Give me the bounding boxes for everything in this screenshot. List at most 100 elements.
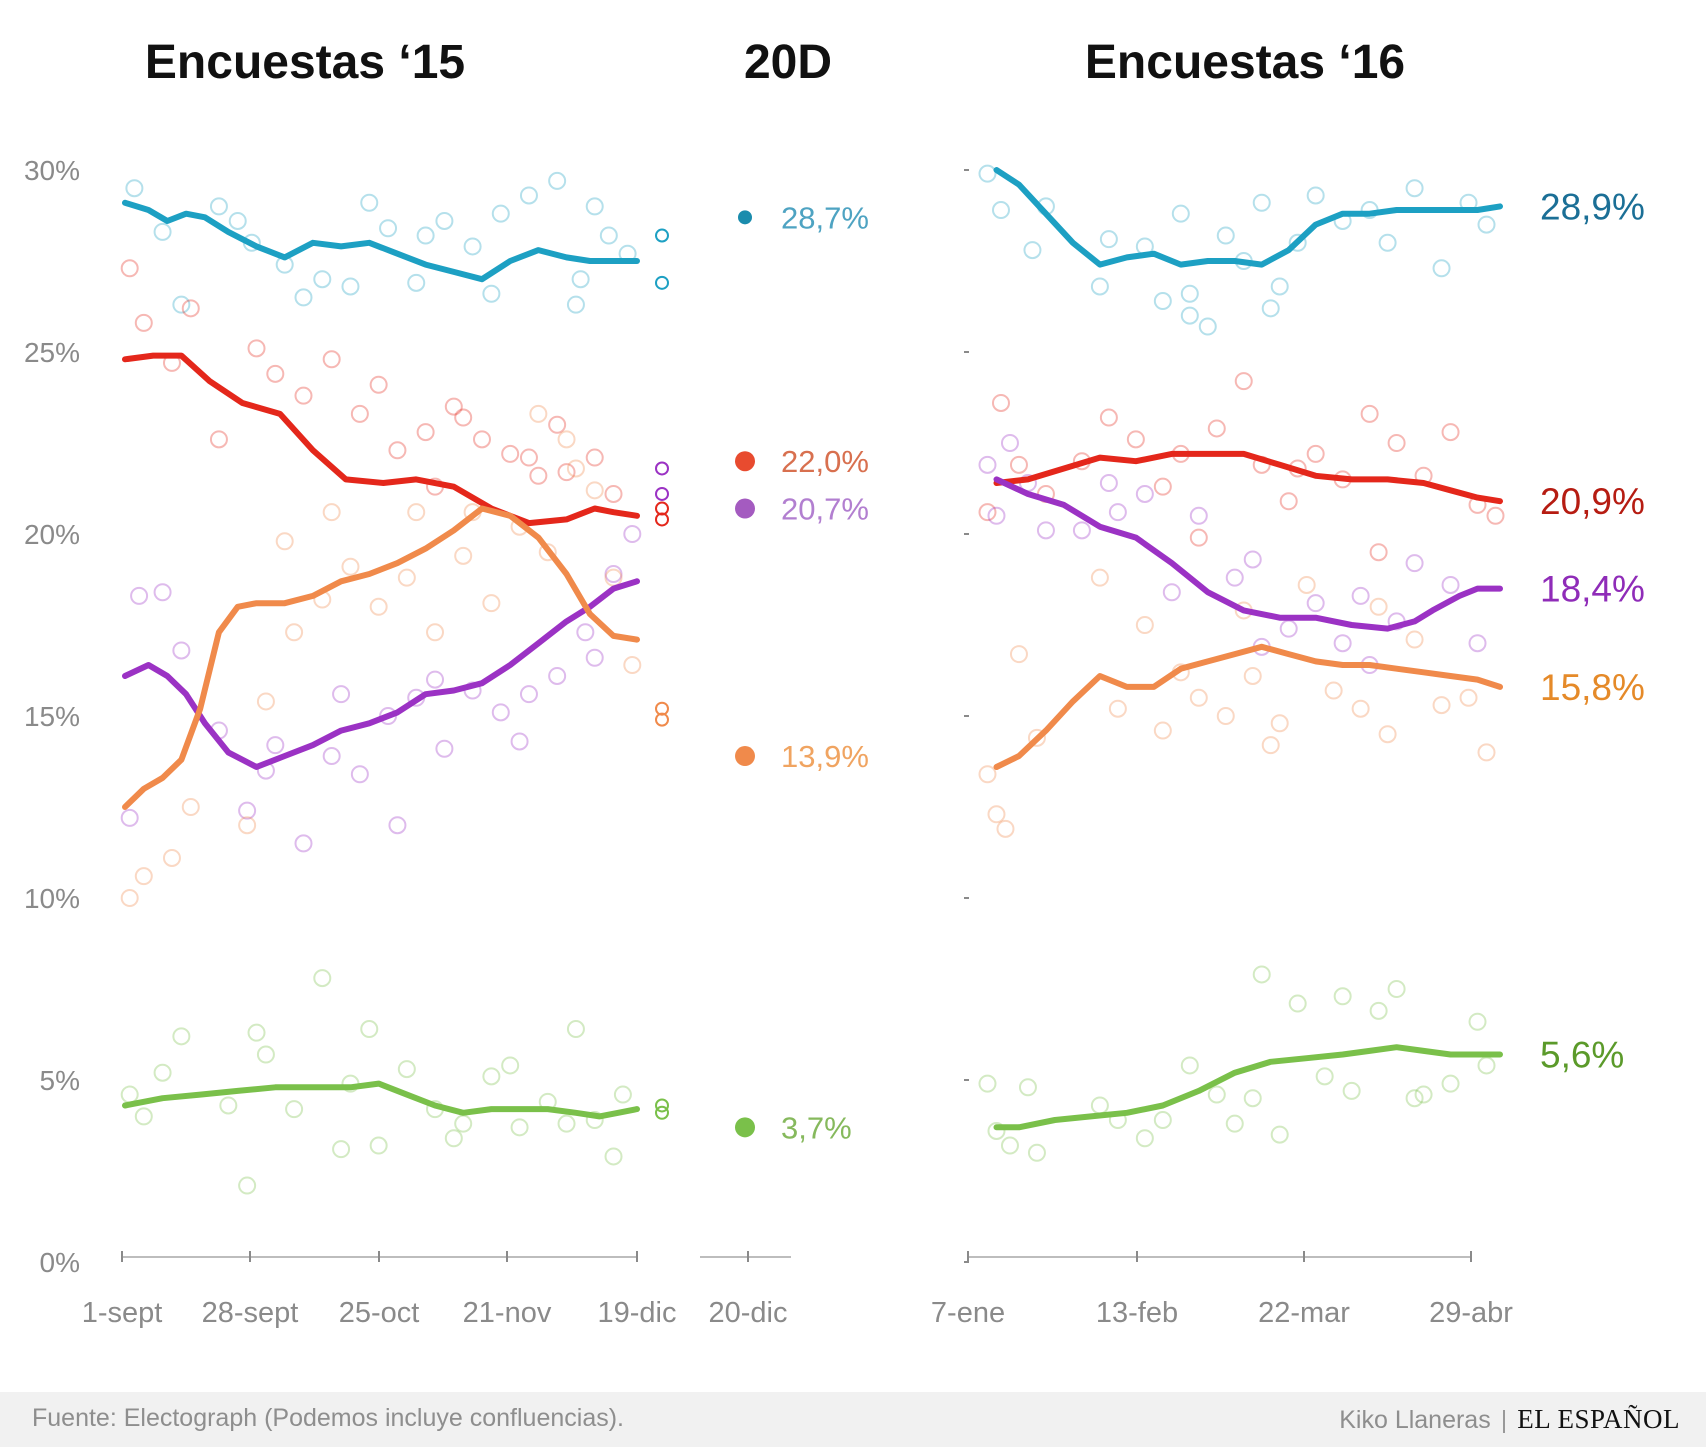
result-label: 28,7% (781, 200, 869, 235)
poll-point (604, 565, 623, 584)
series-end-label: 28,9% (1540, 186, 1645, 227)
poll-point (1261, 299, 1280, 318)
poll-point (991, 201, 1010, 220)
poll-point (604, 1147, 623, 1166)
poll-point (548, 666, 567, 685)
poll-point (172, 1027, 191, 1046)
poll-point (407, 273, 426, 292)
poll-point (1099, 230, 1118, 249)
poll-point (120, 259, 139, 278)
poll-point (350, 404, 369, 423)
title-20d: 20D (744, 36, 832, 89)
poll-point (247, 1023, 266, 1042)
poll-point (1477, 1056, 1496, 1075)
poll-point (1351, 699, 1370, 718)
poll-point (1018, 1078, 1037, 1097)
poll-point (172, 295, 191, 314)
y-tick-label: 30% (24, 155, 80, 186)
y-tick-label: 15% (24, 701, 80, 732)
poll-point (444, 397, 463, 416)
poll-point (529, 466, 548, 485)
poll-point (426, 670, 445, 689)
poll-point (1234, 372, 1253, 391)
x-axis-2016-tick-label: 7-ene (931, 1297, 1005, 1329)
poll-point (978, 765, 997, 784)
poll-point (153, 1063, 172, 1082)
poll-point (978, 1074, 997, 1093)
poll-point (294, 834, 313, 853)
poll-point (987, 1121, 1006, 1140)
poll-point (332, 685, 351, 704)
poll-point (1279, 619, 1298, 638)
y-tick-label: 0% (40, 1247, 80, 1278)
credit: Kiko Llaneras | EL ESPAÑOL (1339, 1404, 1680, 1435)
poll-point (1180, 284, 1199, 303)
poll-point (1351, 586, 1370, 605)
poll-point (1414, 1085, 1433, 1104)
last-poll-marker (655, 275, 669, 290)
poll-point (585, 448, 604, 467)
poll-point (435, 211, 454, 230)
poll-point (1036, 521, 1055, 540)
poll-point (978, 455, 997, 474)
x-axes: 1-sept 28-sept 25-oct 21-nov 19-dic 20-dic 7-e… (82, 1251, 1513, 1329)
poll-point (1315, 1067, 1334, 1086)
result-dot (735, 498, 755, 519)
trend-line (122, 1080, 640, 1120)
poll-point (1027, 728, 1046, 747)
result-label: 13,9% (781, 739, 869, 774)
poll-point (978, 164, 997, 183)
poll-point (1180, 306, 1199, 325)
poll-point (1216, 226, 1235, 245)
result-dot (738, 210, 752, 225)
poll-point (341, 277, 360, 296)
poll-point (275, 532, 294, 551)
last-poll-marker (655, 701, 669, 716)
poll-point (604, 568, 623, 587)
poll-point (1324, 681, 1343, 700)
poll-point (1000, 1136, 1019, 1155)
poll-point (426, 623, 445, 642)
poll-point (1099, 408, 1118, 427)
poll-point (585, 1111, 604, 1130)
poll-point (238, 1176, 257, 1195)
poll-point (1009, 645, 1028, 664)
poll-point (219, 1096, 238, 1115)
poll-point (548, 415, 567, 434)
poll-point (1090, 277, 1109, 296)
poll-point (1023, 241, 1042, 260)
trend-line (122, 352, 640, 527)
poll-point (510, 732, 529, 751)
poll-point (1405, 179, 1424, 198)
poll-point (379, 219, 398, 238)
poll-point (1189, 506, 1208, 525)
poll-point (1153, 292, 1172, 311)
poll-point (247, 339, 266, 358)
poll-point (491, 703, 510, 722)
title-encuestas-16: Encuestas ‘16 (1085, 36, 1405, 89)
poll-point (1387, 434, 1406, 452)
x-axis-2015-tick-label: 1-sept (82, 1297, 163, 1329)
poll-point (1243, 666, 1262, 685)
poll-point (1369, 597, 1388, 616)
x-axis-2015-tick-label: 28-sept (202, 1297, 299, 1329)
poll-point (350, 765, 369, 784)
poll-point (238, 801, 257, 820)
poll-point (266, 736, 285, 755)
result-label: 3,7% (781, 1110, 852, 1145)
trend-line (993, 1044, 1503, 1131)
poll-point (599, 226, 618, 245)
poll-point (991, 393, 1010, 412)
poll-point (1171, 204, 1190, 223)
poll-point (1108, 699, 1127, 718)
poll-point (501, 1056, 520, 1075)
last-poll-marker (655, 712, 669, 727)
poll-point (209, 197, 228, 216)
poll-point (1153, 721, 1172, 740)
poll-point (172, 641, 191, 660)
poll-point (294, 288, 313, 307)
result-dot (735, 451, 755, 472)
x-axis-2016-tick-label: 22-mar (1258, 1297, 1350, 1329)
poll-point (585, 648, 604, 667)
poll-point (1405, 554, 1424, 573)
